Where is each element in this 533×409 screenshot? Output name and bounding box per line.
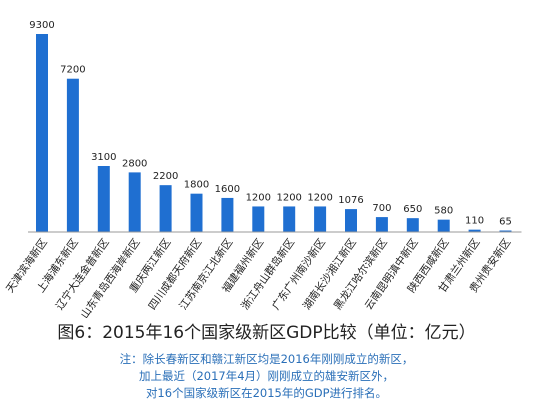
value-label-16: 65 bbox=[499, 217, 512, 228]
value-label-9: 1200 bbox=[276, 192, 301, 203]
bar-4 bbox=[128, 172, 141, 232]
category-label-9: 浙江舟山群岛新区 bbox=[238, 236, 297, 312]
category-label-3: 辽宁大连金普新区 bbox=[53, 236, 112, 312]
value-label-2: 7200 bbox=[60, 65, 85, 76]
value-label-11: 1076 bbox=[338, 195, 363, 206]
category-label-6: 四川成都天府新区 bbox=[146, 236, 205, 312]
category-label-7: 江苏南京江北新区 bbox=[176, 236, 235, 312]
bar-14 bbox=[437, 219, 450, 232]
value-label-4: 2800 bbox=[122, 158, 147, 169]
bar-7 bbox=[221, 197, 234, 232]
bar-8 bbox=[252, 206, 265, 232]
value-labels-group: 9300 7200 3100 2800 2200 1800 1600 1200 1200 1200… bbox=[29, 20, 512, 228]
value-label-1: 9300 bbox=[29, 20, 54, 31]
bar-1 bbox=[36, 34, 48, 232]
value-label-10: 1200 bbox=[307, 192, 332, 203]
bar-16 bbox=[499, 230, 512, 232]
value-label-7: 1600 bbox=[215, 184, 240, 195]
value-label-14: 580 bbox=[434, 206, 453, 217]
value-label-6: 1800 bbox=[184, 180, 209, 191]
bar-6 bbox=[190, 193, 203, 232]
bar-5 bbox=[159, 185, 172, 232]
value-label-13: 650 bbox=[403, 204, 422, 215]
category-label-13: 云南昆明滇中新区 bbox=[362, 236, 421, 312]
value-label-8: 1200 bbox=[246, 192, 271, 203]
bar-11 bbox=[345, 209, 357, 232]
bar-chart: 9300 7200 3100 2800 2200 1800 1600 1200 1200 1200… bbox=[3, 20, 522, 318]
bar-2 bbox=[66, 78, 79, 232]
footnote: 注：除长春新区和赣江新区均是2016年刚刚成立的新区， 加上最近（2017年4月… bbox=[0, 351, 533, 402]
category-label-12: 黑龙江哈尔滨新区 bbox=[331, 236, 390, 312]
value-label-12: 700 bbox=[372, 203, 391, 214]
category-labels-group: 天津滨海新区上海浦东新区辽宁大连金普新区山东青岛西海岸新区重庆两江新区四川成都天… bbox=[3, 236, 513, 318]
bar-9 bbox=[283, 206, 296, 232]
footnote-line-3: 对16个国家级新区在2015年的GDP进行排名。 bbox=[145, 386, 388, 400]
category-label-10: 广东广州南沙新区 bbox=[269, 236, 328, 312]
bar-15 bbox=[468, 229, 481, 232]
figure-caption: 图6：2015年16个国家级新区GDP比较（单位：亿元） bbox=[57, 323, 476, 343]
value-label-3: 3100 bbox=[91, 152, 116, 163]
bar-3 bbox=[97, 166, 110, 232]
bars-group bbox=[36, 34, 512, 232]
bar-13 bbox=[406, 218, 419, 232]
bar-10 bbox=[314, 206, 327, 232]
footnote-line-2: 加上最近（2017年4月）刚刚成立的雄安新区外， bbox=[138, 369, 395, 383]
bar-12 bbox=[375, 217, 388, 232]
value-label-15: 110 bbox=[465, 216, 484, 227]
footnote-line-1: 注：除长春新区和赣江新区均是2016年刚刚成立的新区， bbox=[119, 352, 414, 366]
value-label-5: 2200 bbox=[153, 171, 178, 182]
category-label-11: 湖南长沙湘江新区 bbox=[300, 236, 359, 312]
